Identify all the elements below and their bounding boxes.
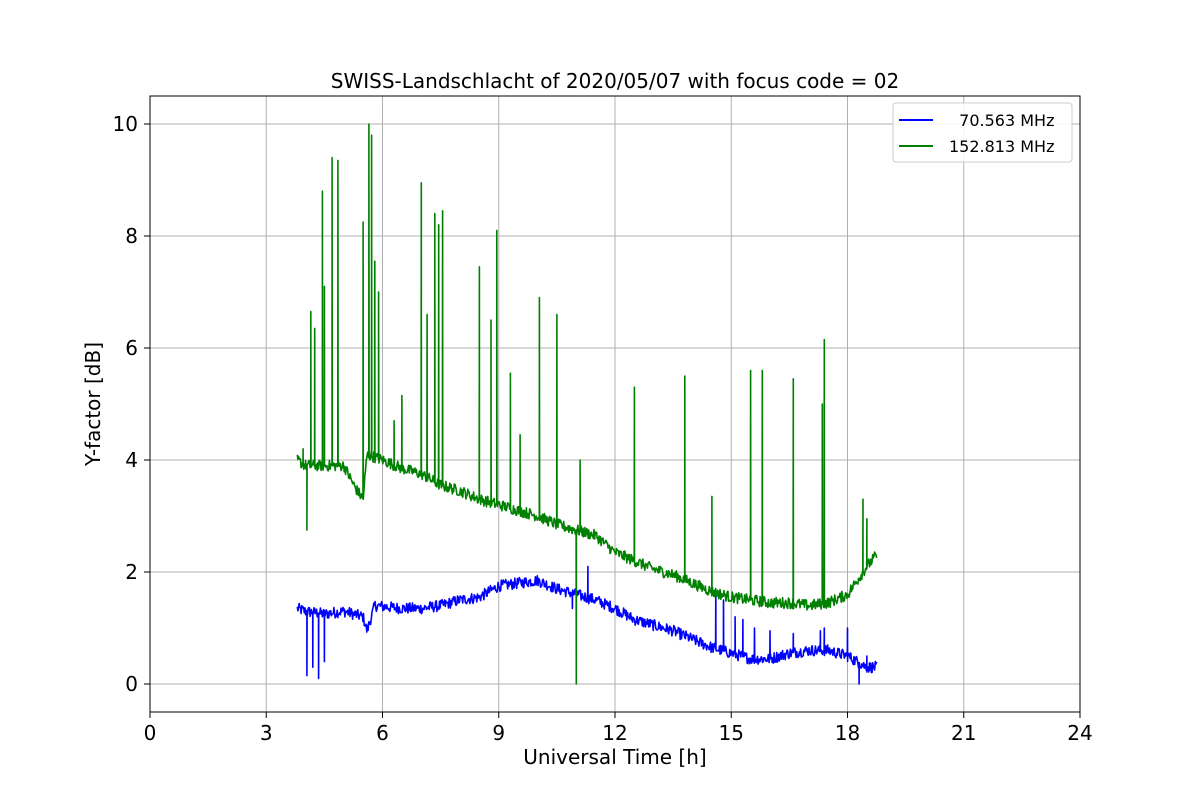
series-line-70mhz — [296, 565, 878, 685]
x-tick-label: 15 — [719, 721, 744, 745]
x-tick-label: 3 — [260, 721, 273, 745]
legend-box — [892, 102, 1073, 163]
y-axis-label: Y-factor [dB] — [81, 342, 105, 467]
legend-label-152mhz: 152.813 MHz — [949, 137, 1054, 156]
y-tick-label: 0 — [125, 672, 138, 696]
x-tick-label: 21 — [951, 721, 976, 745]
chart-title: SWISS-Landschlacht of 2020/05/07 with fo… — [331, 69, 899, 93]
x-axis-label: Universal Time [h] — [523, 745, 706, 769]
x-tick-label: 24 — [1067, 721, 1092, 745]
x-tick-label: 9 — [492, 721, 505, 745]
series-line-152mhz — [296, 123, 878, 685]
legend-label-70mhz: 70.563 MHz — [949, 111, 1054, 130]
legend: 70.563 MHz 152.813 MHz — [892, 102, 1073, 163]
plot-area — [296, 123, 878, 685]
y-tick-label: 6 — [125, 336, 138, 360]
y-tick-label: 10 — [113, 112, 138, 136]
y-tick-label: 2 — [125, 560, 138, 584]
x-tick-label: 6 — [376, 721, 389, 745]
y-tick-label: 8 — [125, 224, 138, 248]
y-tick-label: 4 — [125, 448, 138, 472]
x-tick-label: 18 — [835, 721, 860, 745]
x-tick-label: 12 — [602, 721, 627, 745]
x-tick-label: 0 — [144, 721, 157, 745]
x-axis: 0 3 6 9 12 15 18 21 24 — [144, 712, 1093, 745]
y-axis: 0 2 4 6 8 10 — [113, 112, 150, 696]
